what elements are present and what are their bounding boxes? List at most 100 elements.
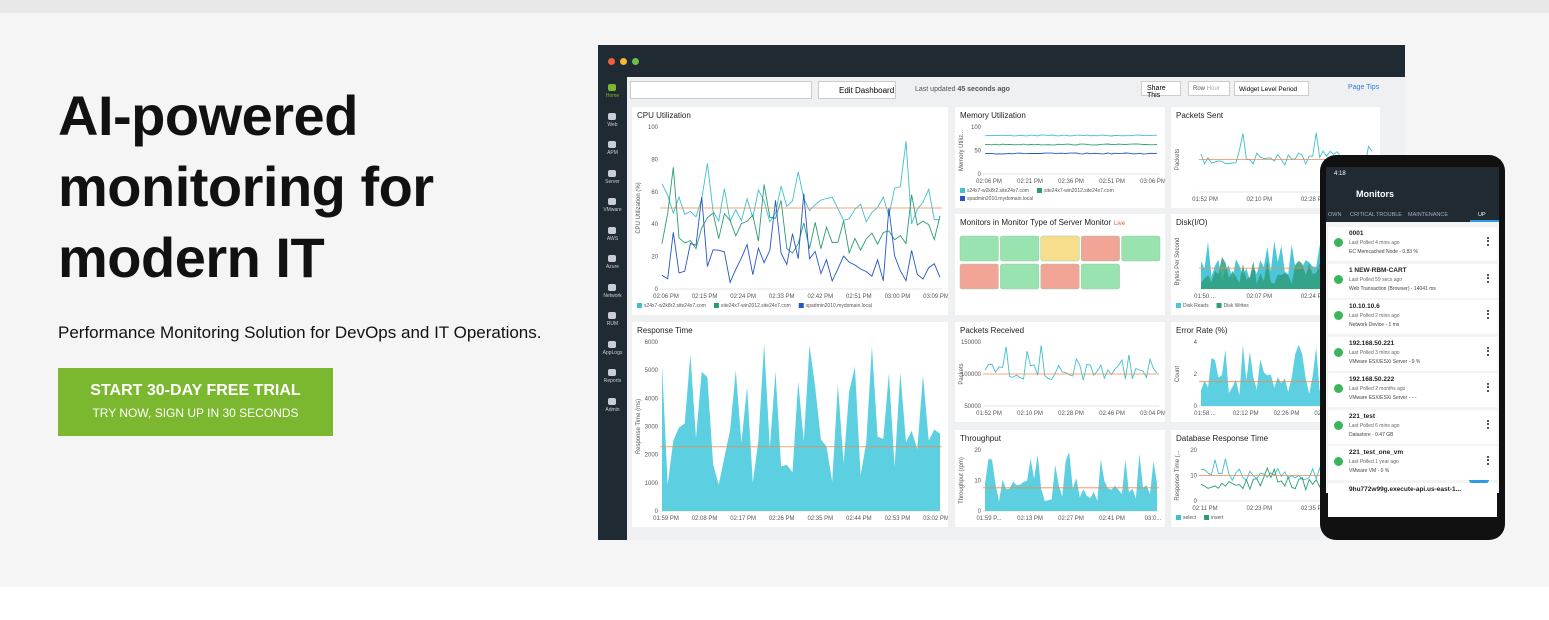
legend-label: spadmin2010.mydomain.local: [806, 303, 872, 309]
x-tick-label: 02:53 PM: [885, 516, 911, 522]
monitor-polled: Last Polled 59 secs ago: [1349, 276, 1403, 283]
app-header: 4:18 Monitors: [1326, 167, 1499, 222]
widget: Monitors in Monitor Type of Server Monit…: [955, 214, 1165, 315]
dashboard-window: Home Web APM Server VMware AWS Azure Network RUM…: [598, 45, 1405, 540]
widget: CPU Utilization CPU Utilization (%) 100 80 6…: [632, 107, 948, 315]
y-tick-label: 5000: [645, 368, 659, 374]
x-tick-label: 02:21 PM: [1017, 179, 1043, 185]
widget-title: Memory Utilization: [960, 111, 1026, 120]
x-tick-label: 02:12 PM: [1233, 411, 1259, 417]
legend-swatch: [1204, 515, 1210, 520]
x-tick-label: 02:24 PM: [730, 294, 756, 300]
sidebar-label: Web: [607, 121, 618, 128]
sidebar-icon: [608, 226, 616, 234]
phone-screen: 4:18 Monitors + OWNCRITICALTROUBLEMAINTE…: [1326, 167, 1499, 525]
x-tick-label: 02:10 PM: [1246, 197, 1272, 203]
monitor-row: 192.168.50.221 Last Polled 3 mins ago VMwa…: [1328, 336, 1497, 371]
x-tick-label: 02:07 PM: [1246, 294, 1272, 300]
status-icon: [1334, 274, 1343, 284]
y-tick-label: 4: [1194, 340, 1198, 346]
page-tips[interactable]: Page Tips: [1348, 84, 1380, 91]
legend-label: site24x7-win2012.site24x7.com: [1044, 188, 1114, 194]
y-tick-label: 6000: [645, 340, 659, 346]
x-tick-label: 02:51 PM: [1099, 179, 1125, 185]
title-bar: [598, 45, 1405, 77]
sidebar-label: RUM: [606, 321, 619, 327]
sidebar-label: Home: [605, 93, 620, 99]
y-axis-label: Throughput (rpm): [959, 457, 965, 504]
monitor-row: 1 NEW-RBM-CART Last Polled 59 secs ago Web…: [1328, 263, 1497, 298]
status-icon: [1334, 311, 1343, 320]
x-tick-label: 03:04 PM: [1140, 411, 1165, 417]
widget-title: Packets Received: [960, 326, 1025, 335]
y-tick-label: 20: [974, 448, 981, 454]
cta-button[interactable]: START 30-DAY FREE TRIAL TRY NOW, SIGN UP…: [58, 368, 333, 436]
status-icon: [1334, 384, 1343, 393]
headline: monitoring for: [58, 155, 434, 218]
monitor-name: 192.168.50.221: [1349, 339, 1395, 347]
widget-title: CPU Utilization: [637, 111, 691, 120]
x-tick-label: 03:00 PM: [885, 294, 911, 300]
x-tick-label: 03:09 PM: [923, 294, 948, 300]
widget: Throughput Throughput (rpm) 20 10 0 01:59 P..…: [955, 430, 1165, 527]
status-cell: [1000, 235, 1040, 262]
monitor-row: 221_test_one_vm Last Polled 1 year ago VMw…: [1328, 446, 1497, 480]
monitor-row: 221_test Last Polled 6 mins ago Datastore …: [1328, 409, 1497, 444]
legend-label: site24x7-win2012.site24x7.com: [721, 303, 791, 309]
tab[interactable]: OWN: [1328, 212, 1342, 218]
share-button[interactable]: Share This: [1141, 81, 1181, 99]
legend-swatch: [637, 303, 642, 308]
sidebar-label: AppLogs: [602, 349, 623, 356]
x-tick-label: 02:35 PM: [807, 516, 833, 522]
sidebar-label: Reports: [603, 378, 622, 384]
legend-label: s24x7-w2k8r2.site24x7.com: [967, 188, 1029, 194]
x-tick-label: 02:15 PM: [692, 294, 718, 300]
monitor-name: 221_test: [1349, 412, 1376, 420]
period-select[interactable]: Widget Level Period: [1234, 81, 1309, 96]
widget: Memory Utilization Memory Utiliz... 100 50 0…: [955, 107, 1165, 208]
line-shape: [984, 345, 1158, 381]
y-axis-label: Packets: [959, 363, 965, 384]
tab[interactable]: CRITICAL: [1350, 212, 1376, 218]
x-tick-label: 02:44 PM: [846, 516, 872, 522]
sidebar-label: Network: [603, 292, 622, 299]
updated-value: 45 seconds ago: [957, 86, 1010, 93]
widget-chart: CPU Utilization (%) 100 80 60 40 20 002:06 PM 0…: [636, 125, 948, 309]
y-axis-label: CPU Utilization (%): [636, 182, 642, 233]
monitor-name: 10.10.10.6: [1349, 303, 1380, 310]
x-tick-label: 02:08 PM: [692, 516, 718, 522]
y-axis-label: Memory Utiliz...: [959, 130, 965, 172]
y-tick-label: 3000: [645, 425, 659, 431]
x-tick-label: 03:0...: [1145, 516, 1162, 522]
widget-title: Error Rate (%): [1176, 326, 1228, 335]
monitor-polled: Last Polled 6 mins ago: [1349, 422, 1400, 429]
y-tick-label: 100: [648, 125, 659, 131]
legend-label: spadmin2010.mydomain.local: [967, 196, 1033, 202]
line-shape: [661, 141, 941, 225]
x-tick-label: 02:23 PM: [1246, 506, 1272, 512]
widget: Packets Received Packets 150000 100000 50000…: [955, 322, 1165, 422]
tab[interactable]: UP: [1478, 212, 1486, 218]
status-cell: [959, 263, 999, 290]
updated-prefix: Last updated: [915, 86, 956, 93]
x-tick-label: 01:52 PM: [976, 411, 1002, 417]
status-cell: [1040, 235, 1080, 262]
dashboard-select[interactable]: [630, 81, 812, 99]
x-tick-label: 02:17 PM: [730, 516, 756, 522]
line-shape: [661, 193, 941, 284]
y-axis-label: Count: [1175, 366, 1181, 382]
row-hour-toggle[interactable]: Row Hour: [1188, 81, 1230, 96]
tab[interactable]: MAINTENANCE: [1408, 212, 1449, 218]
x-tick-label: 03:06 PM: [1140, 179, 1165, 185]
edit-button[interactable]: Edit Dashboard: [818, 81, 896, 99]
sidebar-icon: [608, 312, 616, 319]
legend-swatch: [960, 196, 965, 201]
monitor-detail: VMware VM - 0 %: [1349, 468, 1390, 474]
window-dot: [608, 58, 615, 65]
x-tick-label: 01:52 PM: [1192, 197, 1218, 203]
status-cell: [959, 235, 999, 262]
widget: Response Time Response Time (ms) 6000 5000 4…: [632, 322, 948, 527]
status-icon: [1334, 420, 1343, 430]
tab[interactable]: TROUBLE: [1376, 212, 1402, 218]
